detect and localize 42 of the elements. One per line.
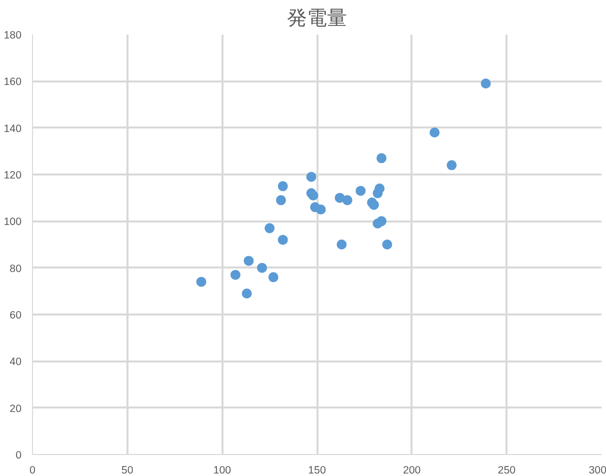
point [268,272,278,282]
x-tick-label: 200 [402,464,421,476]
point [264,223,275,234]
point [242,288,252,298]
y-tick-label: 120 [4,170,22,182]
point [306,172,316,182]
point [480,78,491,88]
point [376,216,386,226]
point [342,195,352,206]
point [244,256,254,266]
chart-title: 発電量 [287,8,347,30]
y-tick-label: 40 [10,356,22,368]
x-tick-label: 150 [308,464,326,476]
point [356,186,366,196]
point [308,190,318,200]
y-tick-label: 100 [4,216,22,228]
x-tick-label: 50 [121,464,134,476]
point [336,240,347,250]
y-tick-label: 60 [10,310,22,322]
x-tick-label: 250 [498,464,516,476]
point [316,204,326,214]
y-tick-label: 140 [4,122,22,135]
point [374,184,385,194]
y-tick-label: 20 [10,402,22,415]
point [430,128,440,138]
point [256,262,267,273]
point [276,195,286,206]
point [368,200,379,210]
x-tick-label: 100 [213,464,232,476]
x-tick-label: 300 [588,464,606,476]
y-tick-label: 160 [4,76,22,88]
y-tick-label: 0 [16,450,22,462]
point [196,276,206,287]
point [230,270,240,280]
point [278,234,288,245]
point [376,153,386,164]
point [278,181,288,192]
y-tick-label: 80 [10,262,22,275]
point [382,240,392,250]
x-tick-label: 0 [30,464,36,476]
point [446,160,457,170]
y-tick-label: 180 [4,30,22,42]
